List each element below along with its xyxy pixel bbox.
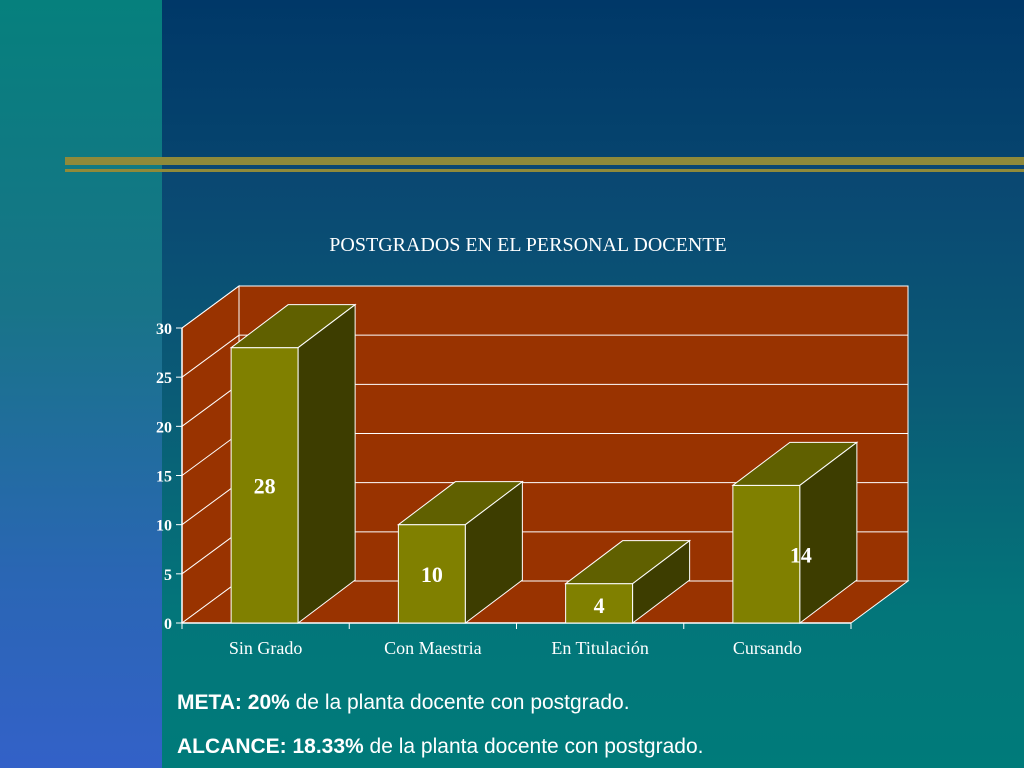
meta-text: de la planta docente con postgrado. [289,691,630,714]
bar-side [632,539,691,625]
decorative-rule-thick [65,157,1024,165]
y-tick-label: 15 [156,469,172,486]
y-tick-label: 30 [156,321,172,338]
gridline-side [181,531,240,575]
decorative-rule-thin [65,169,1024,172]
gridline-side [181,334,240,378]
meta-label: META: 20% [177,691,290,714]
x-category-label: Sin Grado [229,638,303,658]
background-header-band [162,0,1024,160]
background-left-panel [0,0,162,768]
gridline-side [181,433,240,476]
x-category-label: Cursando [733,638,802,658]
bar-side [297,303,356,625]
x-category-label: En Titulación [551,638,649,658]
bar-side [464,480,523,625]
bar-side [799,441,858,625]
alcance-text: de la planta docente con postgrado. [363,735,704,758]
bar-data-label: 4 [594,593,605,618]
gridline-side [181,383,240,427]
chart-title: POSTGRADOS EN EL PERSONAL DOCENTE [329,234,726,256]
bar-front [565,583,634,624]
alcance-note: ALCANCE: 18.33% de la planta docente con… [177,735,703,759]
alcance-label: ALCANCE: 18.33% [177,735,364,758]
bar-data-label: 10 [421,562,443,587]
bar-front [397,524,466,624]
bar-front [230,347,299,624]
gridline-side [181,285,240,329]
y-tick-label: 20 [156,419,172,436]
x-category-label: Con Maestria [384,638,481,658]
y-tick-label: 10 [156,518,172,535]
y-tick-label: 5 [164,567,172,584]
chart-plot-area: 0 5 10 15 20 25 30 28 Sin Grado 10 Con Maestria 4 En… [156,285,910,658]
gridline-side [181,482,240,526]
bar-data-label: 28 [254,473,276,498]
meta-note: META: 20% de la planta docente con postg… [177,691,630,715]
y-tick-label: 25 [156,370,172,387]
bar-data-label: 14 [790,542,812,567]
y-tick-label: 0 [164,616,172,633]
